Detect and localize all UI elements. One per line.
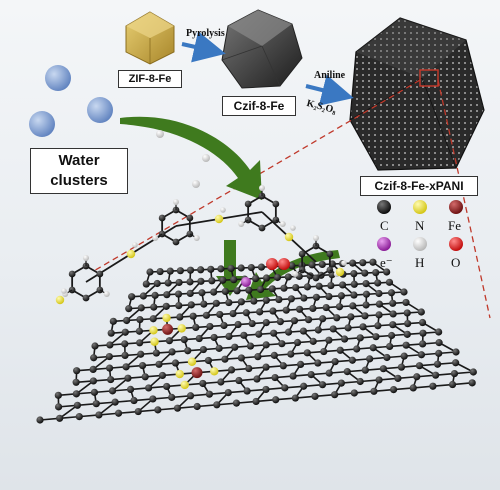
water-clusters-line1: Water bbox=[58, 152, 100, 169]
zif-8-fe-crystal bbox=[125, 11, 175, 65]
water-cluster-spheres bbox=[29, 65, 113, 137]
legend-swatches bbox=[377, 200, 463, 251]
pani-nitrogen-atoms bbox=[55, 207, 347, 305]
benzene-ring bbox=[62, 255, 110, 302]
charge-markers bbox=[156, 130, 210, 188]
legend-label-fe: Fe bbox=[448, 218, 461, 233]
benzene-ring bbox=[152, 199, 200, 246]
czif-8-fe-label: Czif-8-Fe bbox=[222, 96, 296, 116]
electron-atom bbox=[241, 277, 251, 287]
legend-label-o: O bbox=[451, 255, 461, 270]
zif-8-fe-label: ZIF-8-Fe bbox=[118, 70, 182, 88]
aniline-label: Aniline bbox=[314, 70, 346, 81]
aniline-arrow bbox=[305, 74, 354, 106]
legend-label-h: H bbox=[415, 255, 425, 270]
water-clusters-line2: clusters bbox=[50, 172, 108, 189]
czif-8-fe-xpani-label: Czif-8-Fe-xPANI bbox=[360, 176, 478, 196]
legend-label-c: C bbox=[380, 218, 389, 233]
oxygen-molecule bbox=[266, 258, 290, 270]
czif-8-fe-xpani-crystal bbox=[349, 17, 485, 171]
legend-label-n: N bbox=[415, 218, 425, 233]
czif-8-fe-crystal bbox=[221, 9, 303, 89]
graphene-sheet bbox=[36, 258, 477, 424]
water-clusters-label: Water clusters bbox=[30, 148, 128, 194]
zoom-line-right bbox=[437, 79, 491, 319]
pani-chain bbox=[55, 185, 347, 305]
graphene-atoms bbox=[36, 258, 477, 424]
pyrolysis-label: Pyrolysis bbox=[186, 28, 225, 39]
water-green-arrow bbox=[120, 116, 262, 200]
pyrolysis-arrow bbox=[181, 31, 226, 63]
benzene-ring bbox=[238, 185, 286, 232]
legend-label-e: e⁻ bbox=[380, 255, 393, 270]
